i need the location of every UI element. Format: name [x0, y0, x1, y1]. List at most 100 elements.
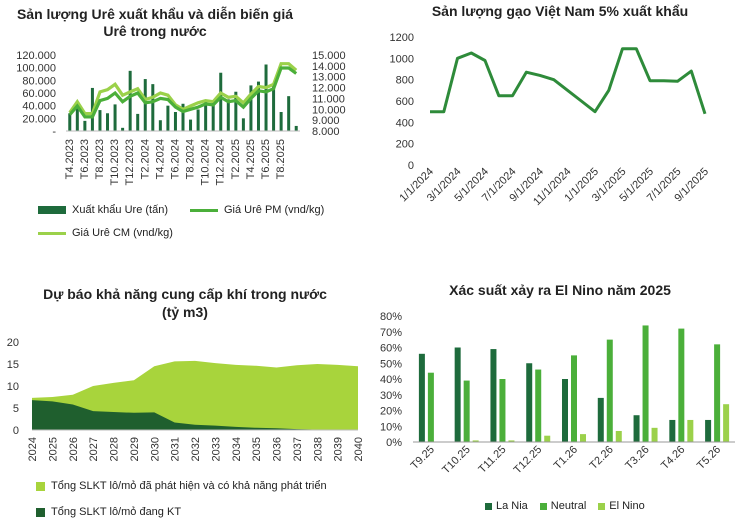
elnino-bar-lanina	[418, 353, 425, 442]
gas-y-tick-label: 10	[7, 381, 19, 393]
legend-swatch-dark-square	[38, 206, 66, 214]
urea-chart-title-line1: Sản lượng Urê xuất khẩu và diễn biến giá	[16, 6, 294, 22]
elnino-bar-elnino	[508, 440, 515, 442]
urea-export-bar	[151, 84, 155, 131]
urea-export-bar	[226, 99, 230, 131]
elnino-bar-elnino	[544, 435, 551, 442]
urea-price-pm-line	[68, 66, 298, 119]
urea-export-bar	[98, 110, 102, 131]
gas-x-tick-label: 2031	[170, 437, 182, 461]
urea-x-tick-label: T8.2023	[94, 139, 106, 179]
gas-x-tick-label: 2039	[333, 437, 345, 461]
elnino-bar-lanina	[562, 379, 568, 442]
urea-legend-pm-label: Giá Urê PM (vnd/kg)	[224, 204, 325, 216]
elnino-legend: La Nia Neutral El Nino	[485, 500, 645, 512]
urea-export-bar	[219, 72, 223, 131]
gas-legend-developable: Tổng SLKT lô/mỏ đã phát hiện và có khả n…	[36, 480, 327, 492]
urea-export-bar	[173, 112, 177, 131]
gas-legend-producing: Tổng SLKT lô/mỏ đang KT	[36, 506, 181, 518]
elnino-y-tick-label: 60%	[380, 343, 402, 355]
urea-left-tick-label: 20.000	[22, 113, 56, 125]
urea-right-tick-label: 8.000	[312, 126, 340, 138]
urea-export-bar	[121, 127, 125, 131]
gas-producing-area	[32, 400, 358, 430]
legend-swatch-lanina	[485, 502, 492, 510]
gas-x-tick-label: 2034	[231, 437, 243, 461]
urea-right-tick-label: 11.000	[312, 93, 345, 105]
elnino-chart-title: Xác suất xảy ra El Nino năm 2025	[449, 282, 671, 298]
elnino-legend-lanina-label: La Nia	[496, 500, 528, 512]
urea-export-bar	[181, 103, 185, 131]
gas-x-tick-label: 2036	[272, 437, 284, 461]
urea-price-cm-line	[68, 62, 298, 116]
urea-export-bar	[249, 85, 253, 131]
elnino-bar-neutral	[642, 325, 649, 442]
urea-export-bar	[128, 70, 132, 131]
elnino-x-tick-label: T1.26	[552, 444, 580, 472]
elnino-y-tick-label: 50%	[380, 358, 402, 370]
urea-x-tick-label: T8.2025	[275, 139, 287, 179]
urea-chart-title-line2: Urê trong nước	[103, 23, 207, 39]
urea-x-tick-label: T12.2023	[124, 139, 136, 185]
urea-export-bar	[279, 112, 283, 131]
urea-left-tick-label: 60.000	[22, 88, 56, 100]
urea-export-bar	[272, 84, 276, 131]
gas-y-tick-label: 0	[13, 425, 19, 437]
urea-export-bar	[189, 119, 193, 131]
gas-x-tick-label: 2029	[129, 437, 141, 461]
urea-x-tick-label: T4.2024	[154, 139, 166, 179]
urea-export-bar	[294, 125, 298, 131]
urea-left-tick-label: -	[52, 126, 56, 138]
elnino-bar-neutral	[535, 369, 542, 442]
gas-x-tick-label: 2028	[109, 437, 121, 461]
gas-y-tick-label: 5	[13, 403, 19, 415]
gas-x-tick-label: 2037	[292, 437, 304, 461]
gas-x-tick-label: 2024	[27, 437, 39, 461]
gas-legend-producing-label: Tổng SLKT lô/mỏ đang KT	[51, 506, 182, 518]
urea-x-tick-label: T4.2025	[245, 139, 257, 179]
urea-export-bar	[287, 96, 291, 131]
elnino-bar-lanina	[633, 415, 640, 442]
elnino-bar-elnino	[580, 434, 586, 442]
urea-x-tick-label: T10.2023	[109, 139, 121, 185]
elnino-x-tick-label: T10.25	[440, 444, 473, 477]
rice-y-tick-label: 1000	[390, 53, 414, 65]
urea-x-tick-label: T4.2023	[64, 139, 76, 179]
gas-x-tick-label: 2040	[353, 437, 365, 461]
urea-right-tick-label: 15.000	[312, 50, 346, 62]
urea-export-bar	[211, 102, 215, 131]
elnino-bar-neutral	[714, 344, 721, 442]
rice-y-tick-label: 200	[396, 139, 414, 151]
urea-legend-pm: Giá Urê PM (vnd/kg)	[190, 204, 324, 216]
elnino-bar-neutral	[678, 328, 685, 442]
gas-x-tick-label: 2030	[149, 437, 161, 461]
elnino-x-tick-label: T12.25	[512, 444, 545, 477]
elnino-legend-neutral-label: Neutral	[550, 500, 587, 512]
gas-y-tick-label: 15	[7, 359, 19, 371]
elnino-bar-lanina	[705, 419, 712, 442]
elnino-bar-neutral	[499, 379, 506, 442]
elnino-bar-elnino	[615, 430, 622, 442]
elnino-bar-elnino	[651, 427, 658, 442]
urea-export-bar	[68, 113, 72, 131]
rice-chart: 1200100080060040020001/1/20243/1/20245/1…	[390, 32, 712, 208]
urea-right-tick-label: 9.000	[312, 115, 340, 127]
gas-legend-developable-label: Tổng SLKT lô/mỏ đã phát hiện và có khả n…	[51, 480, 327, 492]
urea-left-tick-label: 40.000	[22, 101, 56, 113]
rice-export-line	[430, 47, 707, 115]
rice-y-tick-label: 0	[408, 160, 414, 172]
urea-left-tick-label: 120.000	[16, 50, 56, 62]
elnino-bar-lanina	[669, 419, 676, 442]
elnino-bar-lanina	[490, 349, 497, 442]
urea-export-bar	[158, 120, 162, 131]
gas-x-tick-label: 2033	[210, 437, 222, 461]
elnino-legend-elnino-label: El Nino	[609, 500, 645, 512]
urea-right-tick-label: 13.000	[312, 72, 346, 84]
gas-x-tick-label: 2032	[190, 437, 202, 461]
gas-chart-title-line2: (tỷ m3)	[162, 304, 208, 320]
urea-x-tick-label: T2.2025	[230, 139, 242, 179]
elnino-y-tick-label: 20%	[380, 406, 402, 418]
gas-x-tick-label: 2027	[88, 437, 100, 461]
rice-y-tick-label: 400	[396, 117, 414, 129]
